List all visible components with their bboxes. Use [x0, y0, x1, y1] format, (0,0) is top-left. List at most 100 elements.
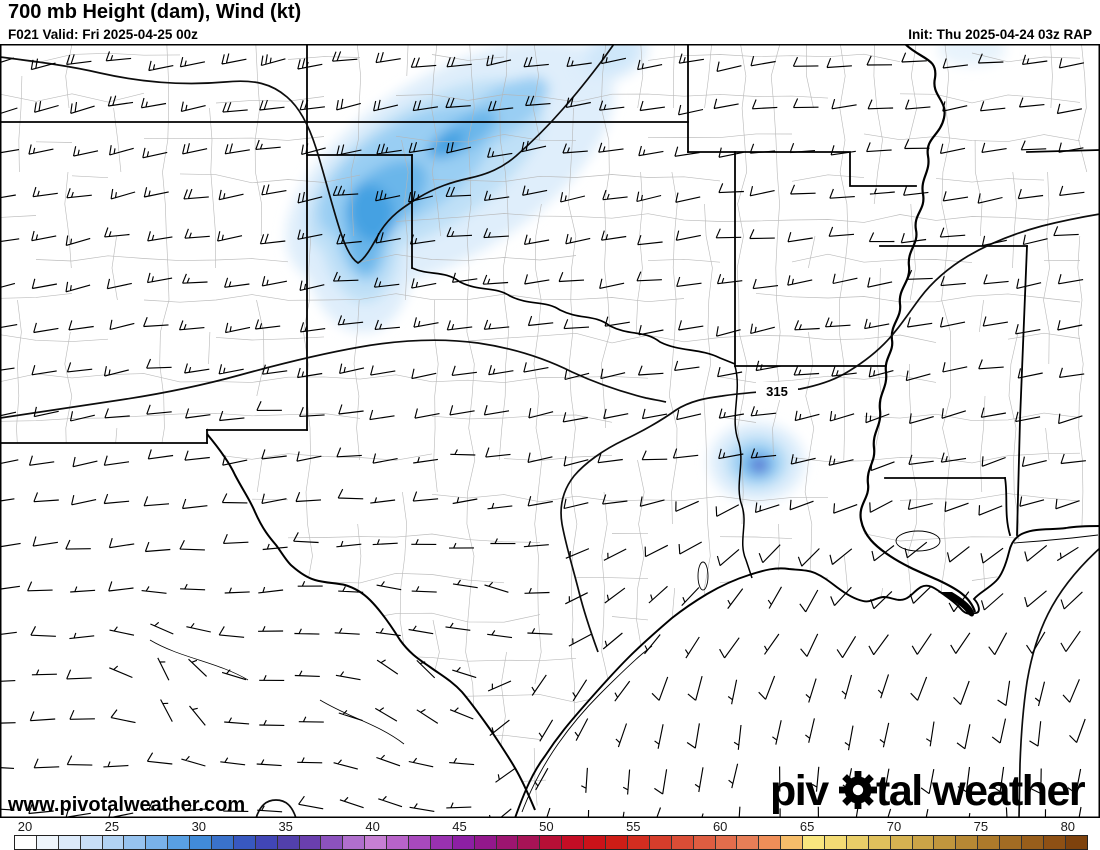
- colorbar-cell: [365, 836, 388, 849]
- colorbar-cell: [671, 836, 694, 849]
- colorbar-cell: [540, 836, 563, 849]
- colorbar-tick-label: 55: [626, 819, 641, 834]
- river: [149, 639, 249, 681]
- colorbar-cell: [80, 836, 103, 849]
- wind-barbs-layer: [0, 51, 1086, 838]
- map-canvas: 315 www.pivotalweather.com piv tal weather: [0, 30, 1100, 838]
- colorbar-cell: [124, 836, 147, 849]
- colorbar-area: 20 25 30 35 40 45 50 55 60 65 70 75 80: [0, 818, 1100, 850]
- logo-text-piv: piv: [770, 767, 829, 815]
- mississippi-delta: [938, 592, 975, 617]
- state-border: [1003, 476, 1012, 537]
- colorbar-tick-label: 75: [973, 819, 989, 834]
- page-title: 700 mb Height (dam), Wind (kt): [8, 1, 302, 23]
- colorbar-tick-label: 40: [365, 819, 380, 834]
- colorbar-cell: [15, 836, 37, 849]
- forecast-valid-label: F021 Valid: Fri 2025-04-25 00z: [8, 27, 198, 42]
- colorbar: [14, 835, 1088, 850]
- colorbar-cell: [584, 836, 607, 849]
- state-border: [1016, 245, 1028, 536]
- colorbar-cell: [868, 836, 891, 849]
- model-init-label: Init: Thu 2025-04-24 03z RAP: [908, 27, 1092, 42]
- precip-blob: [428, 130, 464, 158]
- colorbar-cell: [168, 836, 191, 849]
- colorbar-cell: [824, 836, 847, 849]
- height-contour: [255, 799, 297, 819]
- colorbar-cell: [737, 836, 760, 849]
- colorbar-tick-label: 35: [278, 819, 293, 834]
- colorbar-tick-label: 80: [1060, 819, 1076, 834]
- colorbar-tick-label: 65: [799, 819, 815, 834]
- colorbar-cell: [190, 836, 213, 849]
- colorbar-cell: [759, 836, 782, 849]
- colorbar-cell: [36, 836, 59, 849]
- colorbar-cell: [934, 836, 957, 849]
- lake-outline: [697, 561, 709, 591]
- weather-map-svg: 315 www.pivotalweather.com piv tal weather: [0, 30, 1100, 838]
- wind-barbs: [0, 51, 1086, 838]
- barrier-island: [1013, 534, 1099, 544]
- colorbar-cell: [627, 836, 650, 849]
- colorbar-cell: [146, 836, 169, 849]
- height-contour: [0, 339, 667, 419]
- colorbar-cell: [693, 836, 716, 849]
- colorbar-tick-label: 50: [539, 819, 554, 834]
- colorbar-cell: [299, 836, 322, 849]
- precip-layer: [286, 30, 1006, 502]
- pivotal-weather-logo: piv tal weather: [770, 767, 1087, 815]
- colorbar-cell: [1043, 836, 1066, 849]
- colorbar-cell: [233, 836, 256, 849]
- colorbar-cell: [649, 836, 672, 849]
- river: [411, 267, 736, 365]
- colorbar-cell: [803, 836, 825, 849]
- colorbar-cell: [430, 836, 453, 849]
- colorbar-cell: [474, 836, 497, 849]
- colorbar-cell: [255, 836, 278, 849]
- logo-text-tal-weather: tal weather: [876, 767, 1086, 815]
- colorbar-cell: [518, 836, 541, 849]
- colorbar-cell: [452, 836, 475, 849]
- gear-icon: [839, 771, 877, 809]
- rivers-layer: [149, 43, 977, 811]
- colorbar-tick-label: 70: [886, 819, 902, 834]
- colorbar-cell: [343, 836, 366, 849]
- precip-blob: [755, 461, 765, 471]
- colorbar-cell: [606, 836, 628, 849]
- colorbar-tick-label: 20: [17, 819, 33, 834]
- map-border: [0, 44, 1100, 818]
- colorbar-cell: [496, 836, 519, 849]
- colorbar-cell: [102, 836, 125, 849]
- colorbar-cell: [1021, 836, 1044, 849]
- colorbar-tick-label: 45: [452, 819, 467, 834]
- lake-outline: [895, 530, 941, 552]
- colorbar-tick-label: 60: [712, 819, 728, 834]
- gulf-coastline: [514, 525, 1100, 819]
- colorbar-cell: [890, 836, 913, 849]
- colorbar-cell: [409, 836, 431, 849]
- header: 700 mb Height (dam), Wind (kt) F021 Vali…: [0, 0, 1100, 44]
- colorbar-cell: [387, 836, 410, 849]
- colorbar-cell: [912, 836, 935, 849]
- colorbar-cell: [781, 836, 804, 849]
- river: [319, 699, 405, 745]
- colorbar-cell: [212, 836, 234, 849]
- contour-label-box: [756, 382, 798, 400]
- colorbar-tick-label: 30: [191, 819, 207, 834]
- colorbar-cell: [978, 836, 1001, 849]
- colorbar-cell: [321, 836, 344, 849]
- river: [206, 433, 536, 811]
- colorbar-tick-label: 25: [104, 819, 120, 834]
- height-contour: [0, 43, 615, 265]
- colorbar-cell: [1065, 836, 1087, 849]
- watermark-url: www.pivotalweather.com: [7, 794, 245, 816]
- barrier-island: [521, 645, 653, 813]
- river: [734, 365, 753, 579]
- colorbar-cell: [715, 836, 738, 849]
- colorbar-cell: [846, 836, 869, 849]
- contour-label: 315: [766, 384, 788, 399]
- colorbar-cell: [1000, 836, 1022, 849]
- coastline-layer: [514, 525, 1100, 819]
- colorbar-cell: [277, 836, 300, 849]
- colorbar-cell: [58, 836, 81, 849]
